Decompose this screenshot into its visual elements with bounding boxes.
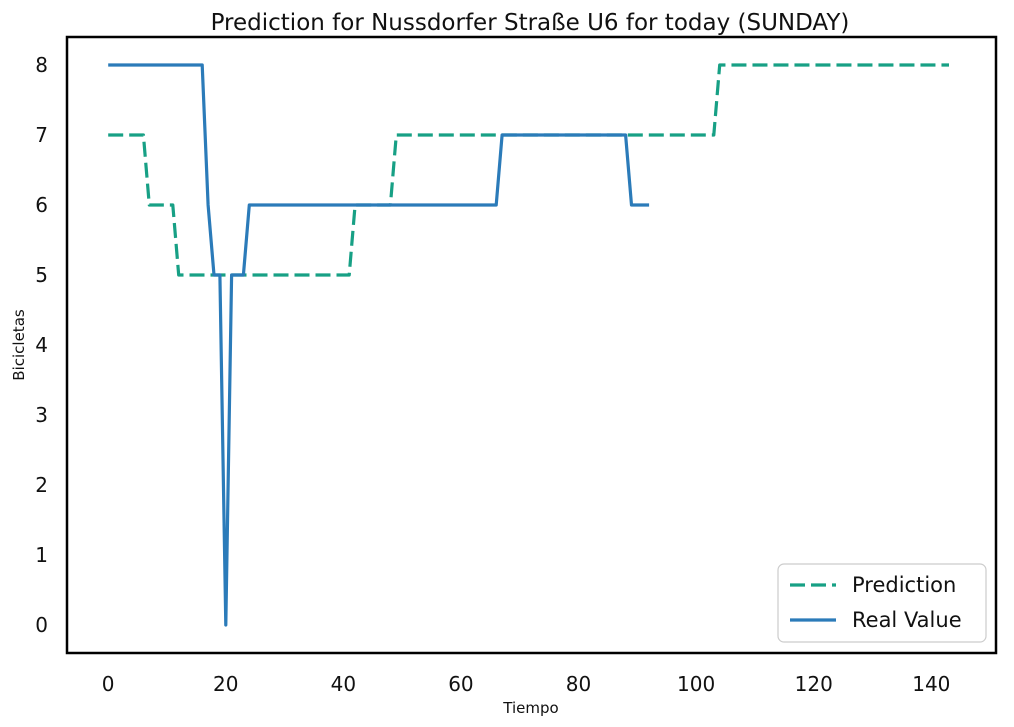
y-tick-label: 7 [35, 123, 48, 147]
y-axis-ticks: 0 1 2 3 4 5 6 7 8 [35, 53, 48, 637]
x-tick-label: 60 [448, 672, 473, 696]
plot-frame [65, 35, 998, 655]
y-tick-label: 1 [35, 543, 48, 567]
y-tick-label: 0 [35, 613, 48, 637]
y-axis-label: Bicicletas [10, 309, 28, 381]
series-line-1 [108, 63, 650, 627]
x-axis-ticks: 0 20 40 60 80 100 120 140 [102, 672, 951, 696]
x-tick-label: 0 [102, 672, 115, 696]
legend-label-0: Prediction [852, 573, 956, 597]
x-tick-label: 120 [795, 672, 833, 696]
x-tick-label: 40 [331, 672, 356, 696]
legend-label-1: Real Value [852, 608, 962, 632]
y-tick-label: 4 [35, 333, 48, 357]
chart-title: Prediction for Nussdorfer Straße U6 for … [211, 10, 850, 36]
x-tick-label: 140 [912, 672, 950, 696]
x-tick-label: 20 [213, 672, 238, 696]
series-layer [108, 63, 949, 627]
x-tick-label: 100 [677, 672, 715, 696]
y-tick-label: 3 [35, 403, 48, 427]
y-tick-label: 2 [35, 473, 48, 497]
y-tick-label: 8 [35, 53, 48, 77]
x-axis-label: Tiempo [502, 699, 558, 717]
y-tick-label: 5 [35, 263, 48, 287]
legend: Prediction Real Value [777, 563, 987, 643]
y-tick-label: 6 [35, 193, 48, 217]
series-line-0 [108, 63, 949, 277]
x-tick-label: 80 [566, 672, 591, 696]
legend-box [777, 563, 987, 643]
